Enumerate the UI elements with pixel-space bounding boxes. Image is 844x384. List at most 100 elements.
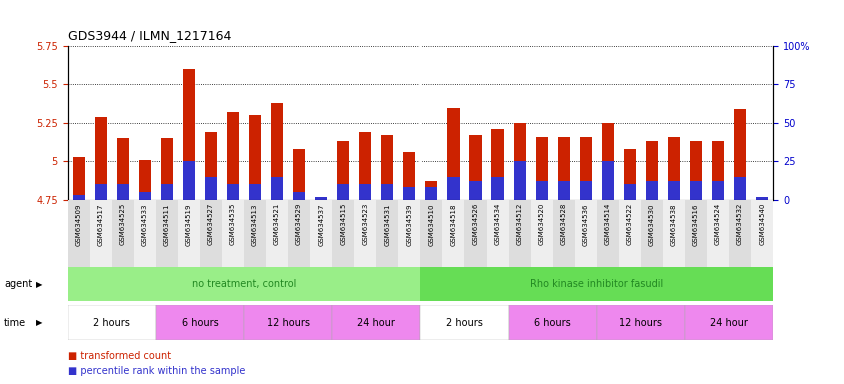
Bar	[138, 192, 151, 200]
Text: GSM634510: GSM634510	[428, 203, 434, 245]
Bar	[442, 200, 464, 267]
Bar	[315, 198, 327, 200]
Bar	[332, 200, 354, 267]
Text: agent: agent	[4, 279, 32, 289]
Bar	[557, 181, 569, 200]
Bar	[376, 200, 398, 267]
Bar	[508, 305, 596, 340]
Text: time: time	[4, 318, 26, 328]
Bar	[446, 108, 459, 200]
Bar	[446, 177, 459, 200]
Bar	[160, 138, 173, 200]
Bar	[116, 184, 128, 200]
Text: GSM634515: GSM634515	[340, 203, 346, 245]
Bar	[200, 200, 222, 267]
Bar	[491, 177, 503, 200]
Bar	[266, 200, 288, 267]
Text: GSM634517: GSM634517	[98, 203, 104, 245]
Bar	[403, 152, 415, 200]
Bar	[271, 103, 283, 200]
Bar	[464, 200, 486, 267]
Bar	[160, 184, 173, 200]
Bar	[486, 200, 508, 267]
Text: Rho kinase inhibitor fasudil: Rho kinase inhibitor fasudil	[529, 279, 663, 289]
Text: GSM634516: GSM634516	[692, 203, 698, 245]
Bar	[579, 181, 591, 200]
Text: GSM634536: GSM634536	[582, 203, 588, 245]
Bar	[733, 109, 745, 200]
Bar	[138, 160, 151, 200]
Bar	[667, 181, 679, 200]
Bar	[755, 197, 767, 200]
Text: 24 hour: 24 hour	[709, 318, 747, 328]
Text: GSM634535: GSM634535	[230, 203, 235, 245]
Bar	[535, 137, 547, 200]
Bar	[222, 200, 244, 267]
Text: GSM634532: GSM634532	[736, 203, 742, 245]
Bar	[684, 200, 706, 267]
Bar	[733, 177, 745, 200]
Text: GSM634522: GSM634522	[626, 203, 632, 245]
Bar	[293, 149, 305, 200]
Bar	[155, 200, 177, 267]
Bar	[535, 181, 547, 200]
Text: 12 hours: 12 hours	[619, 318, 662, 328]
Bar	[663, 200, 684, 267]
Text: GSM634513: GSM634513	[252, 203, 257, 245]
Bar	[204, 132, 217, 200]
Bar	[420, 305, 508, 340]
Text: 2 hours: 2 hours	[93, 318, 130, 328]
Bar	[689, 181, 701, 200]
Bar	[68, 305, 155, 340]
Text: ■ transformed count: ■ transformed count	[68, 351, 170, 361]
Bar	[381, 184, 393, 200]
Bar	[645, 141, 657, 200]
Text: 6 hours: 6 hours	[181, 318, 218, 328]
Bar	[623, 149, 636, 200]
Bar	[425, 181, 437, 200]
Bar	[618, 200, 640, 267]
Bar	[420, 200, 442, 267]
Bar	[155, 305, 244, 340]
Bar	[508, 200, 530, 267]
Bar	[204, 177, 217, 200]
Text: 24 hour: 24 hour	[357, 318, 395, 328]
Bar	[249, 115, 261, 200]
Text: GSM634527: GSM634527	[208, 203, 214, 245]
Bar	[728, 200, 750, 267]
Bar	[491, 129, 503, 200]
Text: GSM634519: GSM634519	[186, 203, 192, 245]
Bar	[601, 161, 613, 200]
Bar	[68, 200, 89, 267]
Bar	[711, 141, 723, 200]
Bar	[640, 200, 663, 267]
Bar	[552, 200, 574, 267]
Bar	[684, 305, 772, 340]
Bar	[403, 187, 415, 200]
Text: GSM634518: GSM634518	[450, 203, 456, 245]
Bar	[601, 123, 613, 200]
Bar	[95, 117, 106, 200]
Bar	[689, 141, 701, 200]
Text: 12 hours: 12 hours	[266, 318, 309, 328]
Text: GSM634531: GSM634531	[384, 203, 390, 245]
Text: 2 hours: 2 hours	[446, 318, 483, 328]
Bar	[227, 184, 239, 200]
Bar	[425, 187, 437, 200]
Bar	[645, 181, 657, 200]
Bar	[623, 184, 636, 200]
Bar	[711, 181, 723, 200]
Bar	[530, 200, 552, 267]
Bar	[95, 184, 106, 200]
Text: GSM634528: GSM634528	[560, 203, 566, 245]
Text: ▶: ▶	[36, 318, 43, 327]
Bar	[116, 138, 128, 200]
Bar	[574, 200, 596, 267]
Bar	[469, 181, 481, 200]
Text: GSM634524: GSM634524	[714, 203, 720, 245]
Bar	[381, 135, 393, 200]
Text: GSM634538: GSM634538	[670, 203, 676, 245]
Bar	[68, 267, 420, 301]
Text: 6 hours: 6 hours	[533, 318, 571, 328]
Text: GSM634509: GSM634509	[75, 203, 82, 245]
